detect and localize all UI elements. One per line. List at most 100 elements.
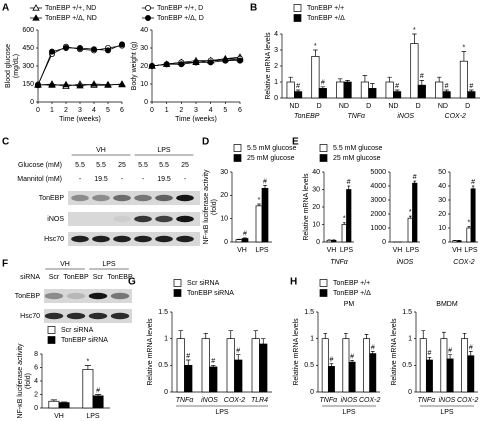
row-cell: 25 (118, 162, 126, 169)
blot-band (66, 292, 86, 300)
error-bar (345, 80, 350, 82)
error-bar (295, 89, 301, 92)
bar (446, 358, 454, 393)
condition-label: VH (96, 147, 106, 154)
significance-mark: # (395, 83, 399, 90)
chart-title: PM (344, 301, 355, 308)
x-tick-label: 2 (179, 107, 183, 114)
significance-mark: # (263, 178, 267, 185)
y-axis-label: (fold) (25, 373, 32, 389)
error-bar (350, 360, 354, 363)
bar (440, 338, 448, 393)
blot-band (92, 194, 110, 202)
legend-label: Scr siRNA (187, 280, 220, 287)
marker (118, 80, 126, 88)
x-tick-label: ND (289, 103, 299, 110)
y-axis-label: Relative mRNA levels (391, 318, 398, 386)
blot-band (66, 312, 86, 320)
legend-marker (32, 4, 40, 11)
error-bar (329, 363, 334, 367)
y-tick-label: 6 (34, 364, 38, 371)
error-bar (337, 78, 343, 82)
y-tick-label: 2000 (370, 211, 386, 218)
band-label: iNOS (47, 216, 64, 223)
x-tick-label: VH (393, 247, 403, 254)
condition-label: VH (60, 261, 70, 268)
x-tick-label: LPS (255, 247, 269, 254)
bar (311, 56, 320, 99)
y-axis-label: Relative mRNA levels (303, 173, 310, 241)
legend-label: TonEBP +/+, D (157, 5, 203, 12)
row-cell: Scr (93, 274, 104, 281)
bar (48, 400, 60, 409)
y-tick-label: 10 (312, 221, 320, 228)
significance-mark: # (329, 357, 333, 364)
significance-mark: # (350, 353, 354, 360)
error-bar (211, 364, 216, 367)
x-tick-label: D (317, 103, 322, 110)
bar (235, 239, 243, 243)
bar (363, 338, 371, 393)
y-tick-label: 30 (140, 45, 148, 52)
y-tick-label: 1.5 (158, 309, 168, 316)
row-cell: 5.5 (75, 162, 85, 169)
y-axis-label: (fold) (211, 199, 218, 215)
x-tick-label: ND (388, 103, 398, 110)
error-bar (236, 354, 241, 360)
y-tick-label: 10 (438, 225, 446, 232)
legend-marker (144, 5, 151, 11)
marker (90, 80, 98, 87)
bar (255, 205, 263, 243)
legend-label: TonEBP +/+, ND (45, 5, 96, 12)
bar (417, 84, 426, 99)
bar (470, 188, 476, 243)
blot-strip (68, 232, 200, 246)
significance-mark: # (427, 350, 431, 357)
bar (385, 81, 394, 99)
y-tick-label: 20 (438, 211, 446, 218)
legend-swatch (233, 144, 242, 152)
significance-mark: * (468, 219, 471, 226)
x-tick-label: D (416, 103, 421, 110)
significance-mark: * (258, 197, 261, 204)
x-tick-label: LPS (86, 413, 100, 420)
significance-mark: # (471, 179, 475, 186)
significance-mark: # (243, 231, 247, 238)
y-axis-label: NF-κB luciferase activity (17, 343, 24, 419)
y-tick-label: 1000 (370, 225, 386, 232)
x-tick-label: 3 (194, 107, 198, 114)
marker (91, 46, 98, 53)
bar (327, 366, 335, 393)
y-tick-label: 0 (382, 239, 386, 246)
error-bar (320, 86, 326, 89)
x-tick-label: LPS (340, 247, 354, 254)
blot-strip (44, 309, 132, 323)
marker (77, 45, 84, 52)
significance-mark: # (448, 348, 452, 355)
y-tick-label: 8 (34, 351, 38, 358)
significance-mark: # (469, 83, 473, 90)
blot-band (88, 292, 108, 300)
y-tick-label: 40 (140, 27, 148, 34)
blot-strip (68, 191, 200, 205)
x-tick-label: 3 (78, 107, 82, 114)
x-tick-label: 2 (64, 107, 68, 114)
bar (58, 402, 70, 409)
panel-letter: C (2, 137, 9, 148)
y-axis-label: Relative mRNA levels (147, 318, 154, 386)
bar (466, 227, 472, 243)
bar (321, 338, 329, 393)
legend-label: TonEBP siRNA (61, 337, 108, 344)
x-axis-label: iNOS (397, 259, 414, 266)
significance-mark: # (96, 387, 100, 394)
significance-mark: * (314, 43, 317, 50)
panel-letter: D (202, 137, 209, 148)
row-cell: 5.5 (96, 162, 106, 169)
x-axis-label: Time (weeks) (175, 116, 217, 123)
marker (148, 63, 155, 70)
y-tick-label: 40 (312, 169, 320, 176)
x-tick-label: VH (54, 413, 64, 420)
legend-label: 5.5 mM glucose (333, 145, 383, 152)
panel-letter: B (250, 3, 257, 14)
